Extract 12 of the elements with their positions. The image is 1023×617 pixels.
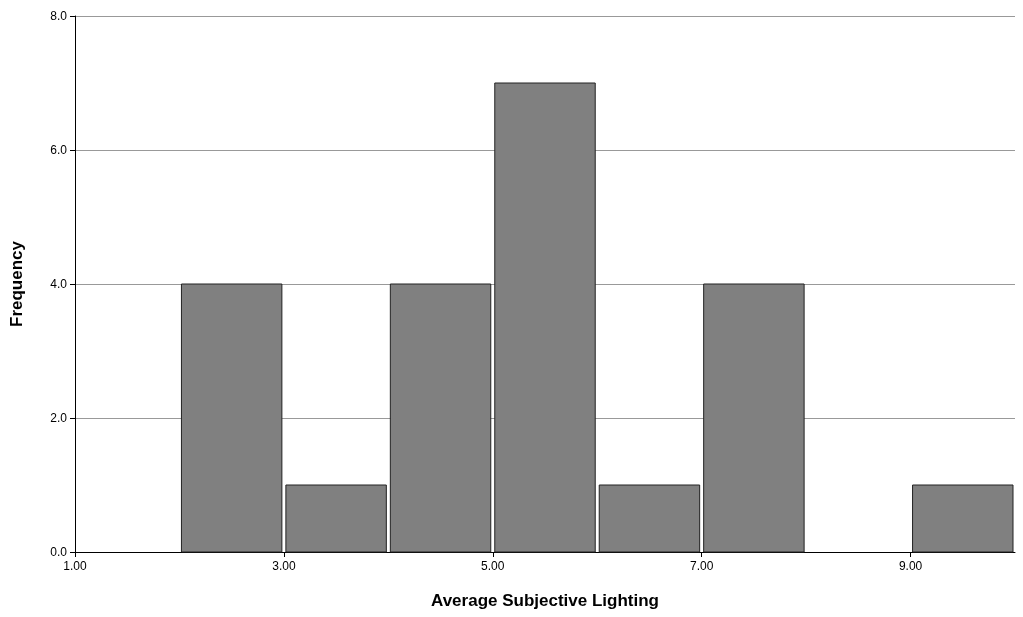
x-axis-title: Average Subjective Lighting (431, 591, 659, 610)
x-tick-label: 3.00 (272, 559, 296, 573)
x-tick-label: 1.00 (63, 559, 87, 573)
y-tick-label: 4.0 (50, 277, 68, 291)
x-tick-label: 7.00 (689, 559, 714, 573)
y-tick-label: 0.0 (50, 545, 68, 559)
x-tick-label: 5.00 (481, 559, 505, 573)
x-tick-label: 9.00 (898, 559, 923, 573)
y-tick-label: 8.0 (50, 9, 68, 23)
y-axis-title: Frequency (7, 240, 26, 327)
y-tick-label: 6.0 (50, 143, 68, 157)
y-tick-label: 2.0 (50, 411, 68, 425)
